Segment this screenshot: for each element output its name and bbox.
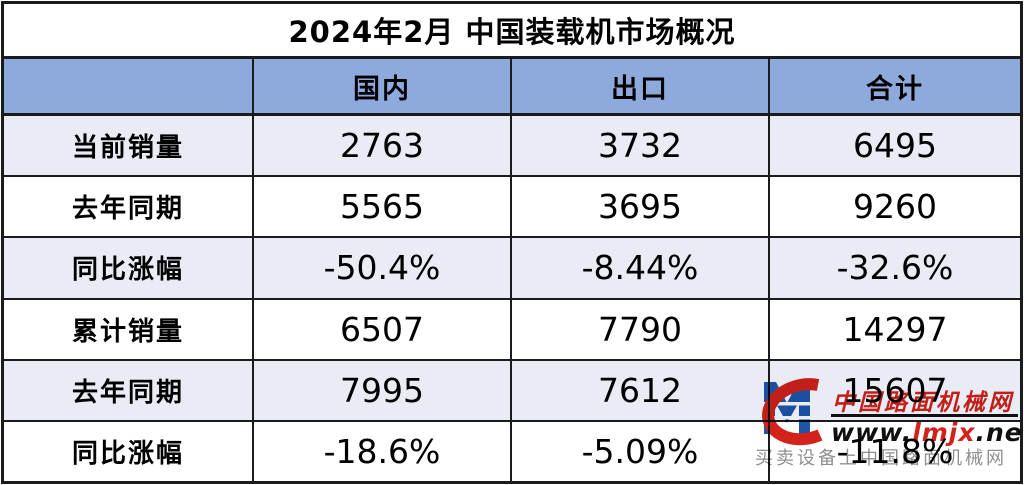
row-label: 同比涨幅	[71, 255, 184, 286]
table-row-last-year-cumulative: 去年同期 7995 7612 15607	[4, 360, 1020, 422]
cell-value: -18.6%	[252, 421, 510, 482]
table-row-last-year-month: 去年同期 5565 3695 9260	[4, 177, 1020, 239]
cell-value: 2763	[252, 116, 510, 176]
cell-value: 7995	[252, 360, 510, 420]
table-row-cumulative-sales: 累计销量 6507 7790 14297	[4, 299, 1020, 361]
header-cell-domestic: 国内	[252, 59, 510, 113]
header-cell-export: 出口	[510, 59, 768, 113]
table-header-row: 国内 出口 合计	[4, 59, 1020, 116]
row-label: 同比涨幅	[71, 438, 184, 469]
cell-value: 3695	[510, 177, 768, 237]
cell-value: -32.6%	[768, 238, 1020, 298]
cell-value: -5.09%	[510, 421, 768, 482]
cell-value: 5565	[252, 177, 510, 237]
cell-value: 7612	[510, 360, 768, 420]
row-label: 去年同期	[71, 377, 184, 408]
cell-value: -8.44%	[510, 238, 768, 298]
cell-value: 6495	[768, 116, 1020, 176]
cell-value: -50.4%	[252, 238, 510, 298]
cell-value: -11.8%	[768, 421, 1020, 482]
cell-value: 15607	[768, 360, 1020, 420]
table-row-yoy-cumulative: 同比涨幅 -18.6% -5.09% -11.8%	[4, 421, 1020, 482]
header-cell-empty	[4, 59, 252, 113]
row-label: 当前销量	[71, 133, 184, 164]
row-label: 累计销量	[71, 316, 184, 347]
cell-value: 14297	[768, 299, 1020, 359]
table-row-yoy-month: 同比涨幅 -50.4% -8.44% -32.6%	[4, 238, 1020, 300]
cell-value: 9260	[768, 177, 1020, 237]
table-row-current-sales: 当前销量 2763 3732 6495	[4, 116, 1020, 178]
cell-value: 7790	[510, 299, 768, 359]
header-cell-total: 合计	[768, 59, 1020, 113]
row-label: 去年同期	[71, 194, 184, 225]
table-title: 2024年2月 中国装载机市场概况	[288, 15, 736, 49]
table-title-row: 2024年2月 中国装载机市场概况	[4, 4, 1020, 59]
cell-value: 6507	[252, 299, 510, 359]
cell-value: 3732	[510, 116, 768, 176]
